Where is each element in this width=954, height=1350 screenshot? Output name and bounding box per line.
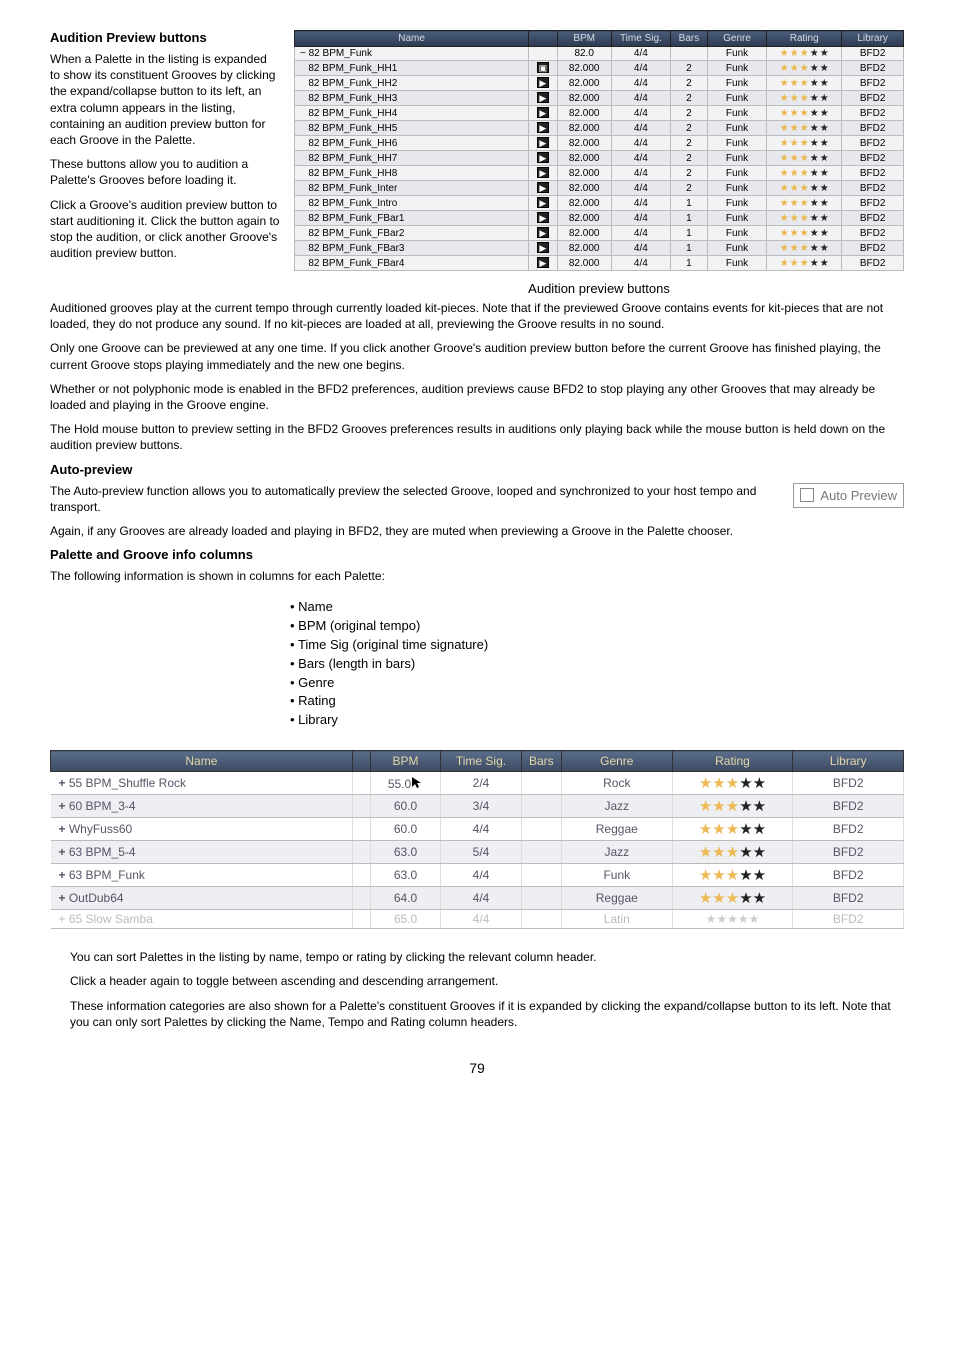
body-paragraph: Auditioned grooves play at the current t… <box>50 300 904 332</box>
closing-paragraph: These information categories are also sh… <box>70 998 904 1030</box>
palette-header[interactable]: Bars <box>521 751 561 772</box>
grooves-header[interactable]: Library <box>842 31 904 47</box>
autopreview-checkbox-box[interactable]: Auto Preview <box>793 483 904 508</box>
palette-header[interactable] <box>352 751 370 772</box>
palette-header[interactable]: Library <box>793 751 904 772</box>
groove-row[interactable]: 82 BPM_Funk_FBar4▶82.0004/41Funk★★★★★BFD… <box>295 256 904 271</box>
info-list-item: Library <box>290 711 904 730</box>
autopreview-label: Auto Preview <box>820 488 897 503</box>
grooves-header[interactable]: Genre <box>707 31 766 47</box>
autopreview-checkbox[interactable] <box>800 488 814 502</box>
play-icon[interactable]: ▶ <box>537 152 549 163</box>
page-number: 79 <box>50 1060 904 1076</box>
info-list-item: BPM (original tempo) <box>290 617 904 636</box>
play-icon[interactable]: ▶ <box>537 227 549 238</box>
info-list: NameBPM (original tempo)Time Sig (origin… <box>290 598 904 730</box>
info-list-item: Name <box>290 598 904 617</box>
palette-row[interactable]: + 55 BPM_Shuffle Rock55.02/4Rock★★★★★BFD… <box>51 772 904 795</box>
info-list-item: Genre <box>290 674 904 693</box>
play-icon[interactable]: ▶ <box>537 182 549 193</box>
infocols-intro: The following information is shown in co… <box>50 568 904 584</box>
grooves-table: Name BPMTime Sig.BarsGenreRatingLibrary −… <box>294 30 904 271</box>
autopreview-p2: Again, if any Grooves are already loaded… <box>50 523 904 539</box>
groove-row[interactable]: 82 BPM_Funk_Intro▶82.0004/41Funk★★★★★BFD… <box>295 196 904 211</box>
groove-row[interactable]: 82 BPM_Funk_HH2▶82.0004/42Funk★★★★★BFD2 <box>295 76 904 91</box>
closing-paragraph: You can sort Palettes in the listing by … <box>70 949 904 965</box>
play-icon[interactable]: ▶ <box>537 197 549 208</box>
play-icon[interactable]: ▶ <box>537 137 549 148</box>
palette-row[interactable]: + 60 BPM_3-460.03/4Jazz★★★★★BFD2 <box>51 795 904 818</box>
play-icon[interactable]: ▶ <box>537 107 549 118</box>
play-icon[interactable]: ▶ <box>537 212 549 223</box>
groove-row[interactable]: 82 BPM_Funk_Inter▶82.0004/42Funk★★★★★BFD… <box>295 181 904 196</box>
audition-heading: Audition Preview buttons <box>50 30 280 45</box>
groove-row[interactable]: − 82 BPM_Funk82.04/4Funk★★★★★BFD2 <box>295 47 904 61</box>
body-paragraph: The Hold mouse button to preview setting… <box>50 421 904 453</box>
closing-paragraph: Click a header again to toggle between a… <box>70 973 904 989</box>
collapse-icon[interactable]: ▣ <box>537 62 549 73</box>
body-paragraph: Only one Groove can be previewed at any … <box>50 340 904 372</box>
info-list-item: Bars (length in bars) <box>290 655 904 674</box>
palette-row[interactable]: + 63 BPM_5-463.05/4Jazz★★★★★BFD2 <box>51 841 904 864</box>
grooves-header[interactable]: Name <box>295 31 529 47</box>
play-icon[interactable]: ▶ <box>537 242 549 253</box>
grooves-caption: Audition preview buttons <box>528 281 670 296</box>
play-icon[interactable]: ▶ <box>537 77 549 88</box>
palette-header[interactable]: BPM <box>370 751 440 772</box>
palette-row[interactable]: + WhyFuss6060.04/4Reggae★★★★★BFD2 <box>51 818 904 841</box>
palette-header[interactable]: Time Sig. <box>441 751 521 772</box>
groove-row[interactable]: 82 BPM_Funk_HH6▶82.0004/42Funk★★★★★BFD2 <box>295 136 904 151</box>
grooves-header[interactable]: Rating <box>767 31 842 47</box>
palette-row[interactable]: + 63 BPM_Funk63.04/4Funk★★★★★BFD2 <box>51 864 904 887</box>
info-list-item: Rating <box>290 692 904 711</box>
groove-row[interactable]: 82 BPM_Funk_HH3▶82.0004/42Funk★★★★★BFD2 <box>295 91 904 106</box>
groove-row[interactable]: 82 BPM_Funk_FBar2▶82.0004/41Funk★★★★★BFD… <box>295 226 904 241</box>
palette-row[interactable]: + OutDub6464.04/4Reggae★★★★★BFD2 <box>51 887 904 910</box>
palette-row-faded: + 65 Slow Samba65.04/4Latin★★★★★BFD2 <box>51 910 904 929</box>
groove-row[interactable]: 82 BPM_Funk_HH1▣82.0004/42Funk★★★★★BFD2 <box>295 61 904 76</box>
grooves-header[interactable]: Bars <box>670 31 707 47</box>
audition-p1: When a Palette in the listing is expande… <box>50 51 280 148</box>
grooves-header[interactable]: BPM <box>557 31 611 47</box>
audition-p2: These buttons allow you to audition a Pa… <box>50 156 280 188</box>
infocols-heading: Palette and Groove info columns <box>50 547 904 562</box>
play-icon[interactable]: ▶ <box>537 122 549 133</box>
autopreview-heading: Auto-preview <box>50 462 904 477</box>
palette-table: Name BPMTime Sig.BarsGenreRatingLibrary +… <box>50 750 904 929</box>
info-list-item: Time Sig (original time signature) <box>290 636 904 655</box>
play-icon[interactable]: ▶ <box>537 167 549 178</box>
groove-row[interactable]: 82 BPM_Funk_FBar3▶82.0004/41Funk★★★★★BFD… <box>295 241 904 256</box>
palette-header[interactable]: Rating <box>672 751 793 772</box>
groove-row[interactable]: 82 BPM_Funk_HH8▶82.0004/42Funk★★★★★BFD2 <box>295 166 904 181</box>
groove-row[interactable]: 82 BPM_Funk_FBar1▶82.0004/41Funk★★★★★BFD… <box>295 211 904 226</box>
grooves-header[interactable] <box>529 31 557 47</box>
autopreview-p1: The Auto-preview function allows you to … <box>50 483 904 515</box>
play-icon[interactable]: ▶ <box>537 257 549 268</box>
groove-row[interactable]: 82 BPM_Funk_HH5▶82.0004/42Funk★★★★★BFD2 <box>295 121 904 136</box>
body-paragraph: Whether or not polyphonic mode is enable… <box>50 381 904 413</box>
grooves-header[interactable]: Time Sig. <box>611 31 670 47</box>
groove-row[interactable]: 82 BPM_Funk_HH4▶82.0004/42Funk★★★★★BFD2 <box>295 106 904 121</box>
palette-header[interactable]: Genre <box>561 751 672 772</box>
play-icon[interactable]: ▶ <box>537 92 549 103</box>
audition-p3: Click a Groove's audition preview button… <box>50 197 280 262</box>
palette-header[interactable]: Name <box>51 751 353 772</box>
groove-row[interactable]: 82 BPM_Funk_HH7▶82.0004/42Funk★★★★★BFD2 <box>295 151 904 166</box>
